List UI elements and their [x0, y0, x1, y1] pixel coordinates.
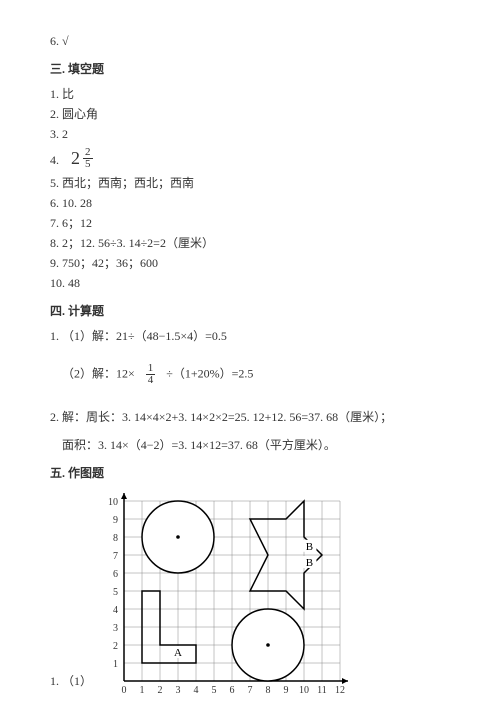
fill-4-whole: 2 [71, 145, 80, 172]
svg-text:2: 2 [113, 641, 118, 652]
calc-1-2-frac: 1 4 [146, 363, 156, 386]
calc-1-1: 1. （1）解：21÷（48−1.5×4）=0.5 [50, 327, 450, 345]
svg-text:5: 5 [212, 685, 217, 696]
svg-text:0: 0 [122, 685, 127, 696]
svg-text:7: 7 [113, 551, 118, 562]
section-4-title: 四. 计算题 [50, 302, 450, 319]
svg-text:10: 10 [299, 685, 309, 696]
fill-4-frac: 2 5 [83, 147, 93, 170]
fill-4-num: 4. [50, 153, 59, 167]
fill-3: 3. 2 [50, 125, 450, 143]
svg-text:A: A [174, 647, 182, 659]
svg-text:B: B [306, 541, 313, 553]
svg-text:4: 4 [194, 685, 199, 696]
svg-text:3: 3 [176, 685, 181, 696]
svg-text:7: 7 [248, 685, 253, 696]
svg-text:1: 1 [113, 659, 118, 670]
fill-7: 7. 6；12 [50, 214, 450, 232]
calc-1-2-b: ÷（1+20%）=2.5 [166, 366, 253, 380]
svg-text:B: B [306, 557, 313, 569]
grid-figure: 012345678910111212345678910ABB [96, 489, 356, 699]
svg-text:6: 6 [230, 685, 235, 696]
drawing-problem-1: 1. （1） 012345678910111212345678910ABB [50, 489, 450, 699]
fill-2: 2. 圆心角 [50, 105, 450, 123]
svg-text:8: 8 [113, 533, 118, 544]
svg-text:6: 6 [113, 569, 118, 580]
fill-9: 9. 750；42；36；600 [50, 254, 450, 272]
svg-text:11: 11 [317, 685, 327, 696]
svg-text:3: 3 [113, 623, 118, 634]
item-6-mark: √ [62, 34, 69, 48]
svg-text:4: 4 [113, 605, 118, 616]
section-3-title: 三. 填空题 [50, 60, 450, 77]
svg-text:8: 8 [266, 685, 271, 696]
svg-text:5: 5 [113, 587, 118, 598]
fill-4: 4. 2 2 5 [50, 145, 450, 172]
svg-text:10: 10 [108, 497, 118, 508]
calc-1-2-frac-den: 4 [146, 375, 156, 386]
item-6-num: 6. [50, 34, 59, 48]
fill-10: 10. 48 [50, 274, 450, 292]
calc-2-area: 面积：3. 14×（4−2）=3. 14×12=37. 68（平方厘米）。 [50, 436, 450, 454]
fill-5: 5. 西北；西南；西北；西南 [50, 174, 450, 192]
svg-text:9: 9 [113, 515, 118, 526]
calc-1-2-a: （2）解：12× [62, 366, 135, 380]
svg-text:12: 12 [335, 685, 345, 696]
calc-1-2: （2）解：12× 1 4 ÷（1+20%）=2.5 [50, 363, 450, 386]
fill-6: 6. 10. 28 [50, 194, 450, 212]
fill-4-frac-den: 5 [83, 159, 93, 170]
spacer [50, 388, 450, 406]
fill-1: 1. 比 [50, 85, 450, 103]
item-6: 6. √ [50, 32, 450, 50]
fill-8: 8. 2；12. 56÷3. 14÷2=2（厘米） [50, 234, 450, 252]
spacer [50, 428, 450, 434]
svg-text:2: 2 [158, 685, 163, 696]
fill-4-value: 2 2 5 [71, 145, 95, 172]
section-5-title: 五. 作图题 [50, 464, 450, 481]
drawing-1-label: 1. （1） [50, 672, 92, 689]
calc-2-perimeter: 2. 解：周长：3. 14×4×2+3. 14×2×2=25. 12+12. 5… [50, 408, 450, 426]
svg-text:9: 9 [284, 685, 289, 696]
svg-text:1: 1 [140, 685, 145, 696]
spacer [50, 347, 450, 361]
